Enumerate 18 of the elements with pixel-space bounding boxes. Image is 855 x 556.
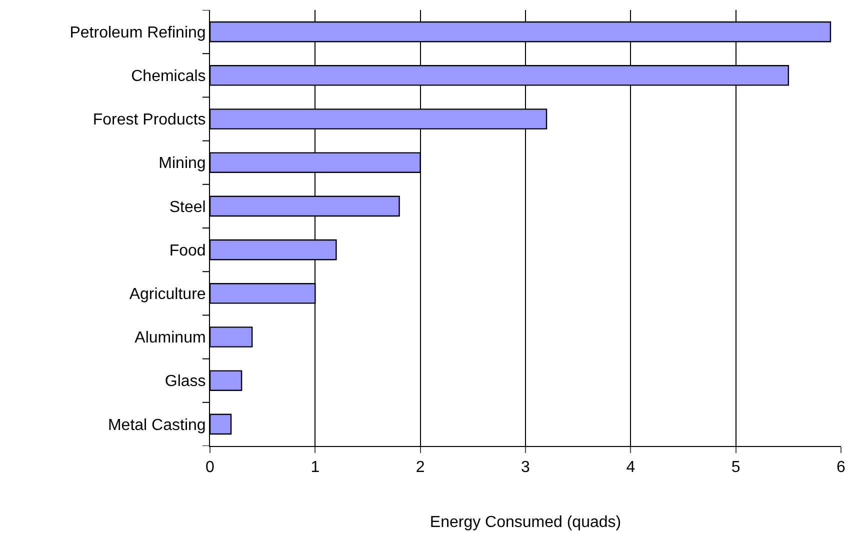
y-tick-label: Agriculture (129, 286, 206, 303)
y-tick-label: Chemicals (131, 68, 206, 85)
x-axis-title: Energy Consumed (quads) (430, 514, 622, 531)
y-tick-label: Steel (169, 198, 206, 216)
y-tick-label: Mining (158, 155, 206, 172)
y-tick-label: Metal Casting (108, 416, 206, 434)
x-tick-label: 3 (521, 459, 530, 476)
x-tick-label: 4 (626, 459, 636, 476)
y-tick-label: Petroleum Refining (70, 24, 206, 42)
x-tick-label: 0 (206, 459, 215, 476)
y-tick-label: Aluminum (134, 330, 206, 347)
y-tick-label: Forest Products (92, 112, 206, 129)
x-tick-label: 1 (310, 459, 320, 476)
y-tick-label: Glass (164, 373, 206, 390)
x-tick-label: 6 (836, 459, 846, 476)
y-tick-label: Food (169, 242, 206, 260)
x-tick-label: 5 (731, 459, 740, 476)
x-tick-label: 2 (416, 459, 425, 476)
